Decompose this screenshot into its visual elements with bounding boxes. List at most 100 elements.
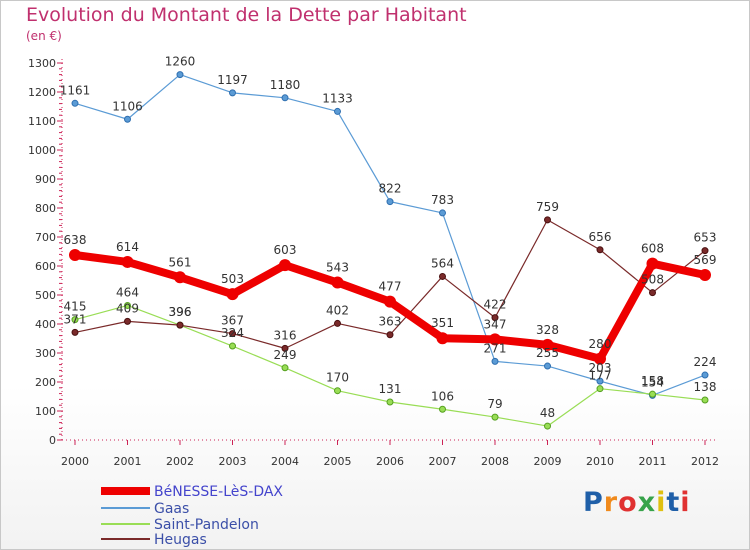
data-label: 203 xyxy=(589,361,612,375)
y-tick-label: 900 xyxy=(35,173,56,186)
data-label: 564 xyxy=(431,256,454,270)
x-tick-label: 2003 xyxy=(219,455,247,468)
y-tick-label: 600 xyxy=(35,260,56,273)
data-label: 106 xyxy=(431,389,454,403)
data-label: 280 xyxy=(589,337,612,351)
proxiti-logo: Proxiti xyxy=(583,487,691,518)
data-point xyxy=(229,89,236,97)
data-label: 396 xyxy=(169,305,192,319)
data-label: 783 xyxy=(431,193,454,207)
data-point xyxy=(71,316,79,324)
data-point xyxy=(436,332,449,345)
data-point xyxy=(439,272,446,280)
data-point xyxy=(649,390,656,398)
data-point xyxy=(71,328,79,336)
x-tick-label: 2000 xyxy=(61,455,89,468)
data-point xyxy=(491,357,499,365)
chart-title: Evolution du Montant de la Dette par Hab… xyxy=(26,4,467,26)
x-tick-label: 2009 xyxy=(534,455,562,468)
data-label: 177 xyxy=(589,369,612,383)
data-label: 508 xyxy=(641,273,664,287)
data-label: 415 xyxy=(64,300,87,314)
data-label: 503 xyxy=(221,272,244,286)
x-tick-label: 2012 xyxy=(691,455,719,468)
y-tick-label: 200 xyxy=(35,376,56,389)
chart-subtitle: (en €) xyxy=(26,29,62,43)
data-label: 569 xyxy=(694,253,717,267)
data-point xyxy=(541,338,554,351)
x-tick-label: 2007 xyxy=(429,455,457,468)
y-tick-label: 0 xyxy=(49,434,56,447)
data-point xyxy=(124,301,131,309)
data-label: 477 xyxy=(379,280,402,294)
data-point xyxy=(491,314,499,322)
data-label: 409 xyxy=(116,301,139,315)
data-point xyxy=(331,276,344,289)
data-label: 614 xyxy=(116,240,139,254)
y-tick-label: 100 xyxy=(35,405,56,418)
data-point xyxy=(596,385,604,393)
data-label: 1197 xyxy=(217,73,248,87)
data-label: 1161 xyxy=(60,83,91,97)
data-label: 363 xyxy=(379,315,402,329)
data-label: 271 xyxy=(484,341,507,355)
data-point xyxy=(544,362,551,370)
data-point xyxy=(124,317,131,325)
data-point xyxy=(279,259,291,272)
data-point xyxy=(596,377,604,385)
y-tick-label: 300 xyxy=(35,347,56,360)
data-label: 1106 xyxy=(112,99,143,113)
y-tick-label: 1100 xyxy=(28,115,56,128)
data-point xyxy=(701,371,709,379)
data-point xyxy=(334,107,341,115)
data-label: 402 xyxy=(326,303,349,317)
x-tick-label: 2011 xyxy=(639,455,667,468)
y-tick-label: 1200 xyxy=(28,86,56,99)
data-point xyxy=(174,271,186,284)
data-point xyxy=(596,246,604,254)
data-point xyxy=(384,295,396,308)
x-tick-label: 2010 xyxy=(586,455,614,468)
x-tick-label: 2008 xyxy=(481,455,509,468)
y-tick-label: 800 xyxy=(35,202,56,215)
y-tick-label: 400 xyxy=(35,318,56,331)
data-label: 1180 xyxy=(270,78,301,92)
data-label: 154 xyxy=(641,375,664,389)
x-tick-label: 2006 xyxy=(376,455,404,468)
y-tick-label: 1300 xyxy=(28,57,56,70)
data-point xyxy=(176,321,184,329)
data-point xyxy=(699,268,711,281)
data-point xyxy=(386,398,394,406)
data-point xyxy=(334,319,341,327)
data-label: 48 xyxy=(540,406,555,420)
data-label: 653 xyxy=(694,231,717,245)
data-point xyxy=(69,248,81,261)
data-label: 347 xyxy=(484,317,507,331)
data-label: 170 xyxy=(326,371,349,385)
data-label: 324 xyxy=(221,326,244,340)
y-tick-label: 500 xyxy=(35,289,56,302)
data-label: 759 xyxy=(536,200,559,214)
x-tick-label: 2001 xyxy=(114,455,142,468)
data-point xyxy=(489,333,501,346)
data-point xyxy=(544,216,551,224)
data-label: 255 xyxy=(536,346,559,360)
data-label: 638 xyxy=(64,233,87,247)
data-point xyxy=(121,255,134,268)
legend-label: Saint-Pandelon xyxy=(154,517,259,533)
data-label: 316 xyxy=(274,328,297,342)
data-point xyxy=(544,422,551,430)
data-point xyxy=(281,94,289,102)
data-label: 371 xyxy=(64,312,87,326)
data-point xyxy=(491,413,499,421)
legend-label: Heugas xyxy=(154,532,207,548)
data-label: 328 xyxy=(536,323,559,337)
data-label: 138 xyxy=(694,380,717,394)
data-point xyxy=(701,247,709,255)
data-label: 1260 xyxy=(165,55,196,69)
data-label: 131 xyxy=(379,382,402,396)
data-point xyxy=(226,288,239,301)
data-point xyxy=(386,331,394,339)
